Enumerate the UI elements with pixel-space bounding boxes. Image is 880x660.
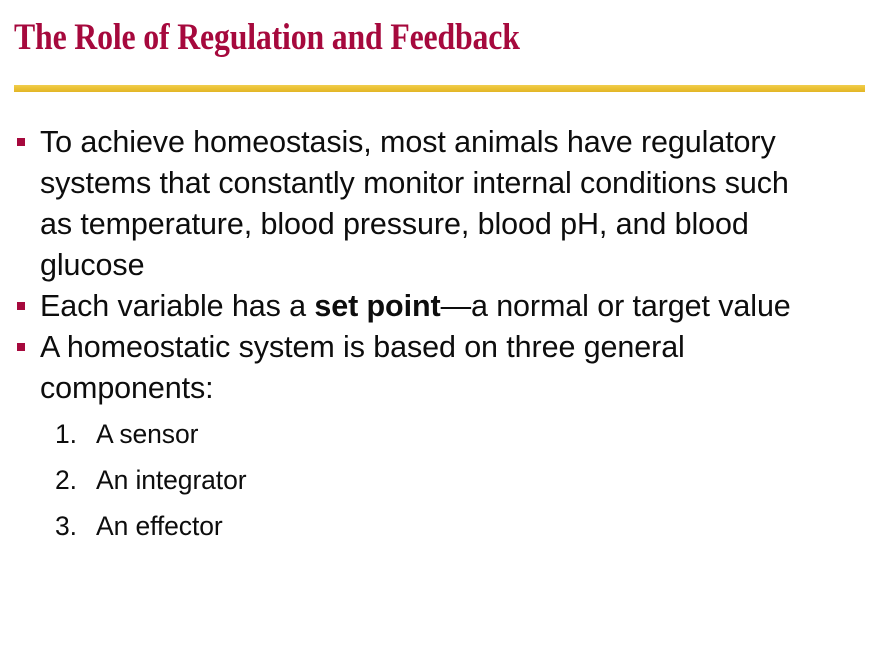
list-item-number: 2. — [55, 465, 77, 495]
bullet-text-emphasis: set point — [314, 289, 441, 323]
list-item-label: A sensor — [96, 419, 199, 449]
bullet-item: To achieve homeostasis, most animals hav… — [0, 122, 880, 286]
list-item-number: 1. — [55, 419, 77, 449]
bullet-text-segment: To achieve homeostasis, most animals hav… — [40, 125, 789, 282]
square-bullet-icon — [17, 138, 25, 146]
bullet-text: A homeostatic system is based on three g… — [40, 330, 685, 405]
page-title: The Role of Regulation and Feedback — [14, 17, 520, 58]
bullet-text: Each variable has a set point—a normal o… — [40, 289, 791, 323]
bullet-item: A homeostatic system is based on three g… — [0, 327, 880, 409]
bullet-text-segment: —a normal or target value — [440, 289, 791, 323]
list-item-number: 3. — [55, 511, 77, 541]
numbered-list: 1. A sensor 2. An integrator 3. An effec… — [0, 411, 880, 549]
body-content: To achieve homeostasis, most animals hav… — [0, 122, 880, 549]
bullet-text-segment: Each variable has a — [40, 289, 315, 323]
bullet-item: Each variable has a set point—a normal o… — [0, 286, 880, 327]
list-item: 3. An effector — [0, 503, 880, 549]
list-item-label: An integrator — [96, 465, 247, 495]
bullet-text: To achieve homeostasis, most animals hav… — [40, 125, 789, 282]
list-item: 1. A sensor — [0, 411, 880, 457]
bullet-text-segment: A homeostatic system is based on three g… — [40, 330, 685, 405]
square-bullet-icon — [17, 302, 25, 310]
list-item: 2. An integrator — [0, 457, 880, 503]
square-bullet-icon — [17, 343, 25, 351]
list-item-label: An effector — [96, 511, 223, 541]
title-block: The Role of Regulation and Feedback — [14, 16, 866, 60]
title-divider-rule — [14, 85, 865, 92]
